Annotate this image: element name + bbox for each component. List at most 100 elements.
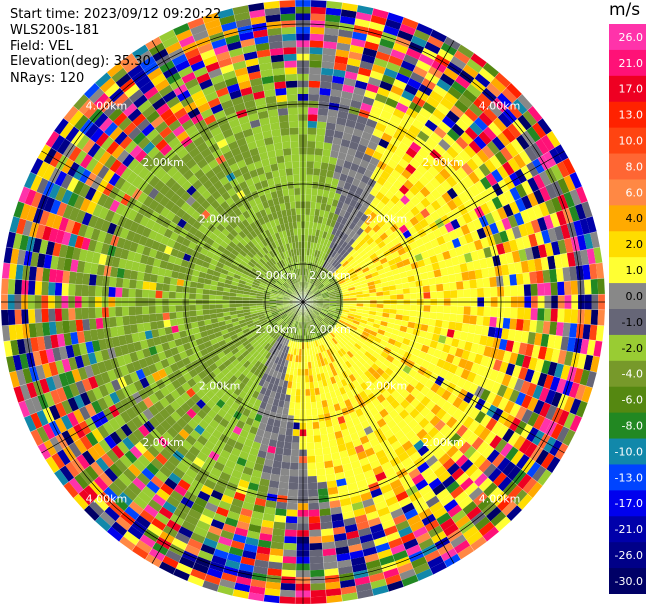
velocity-gate bbox=[369, 70, 384, 81]
velocity-gate bbox=[503, 189, 515, 204]
velocity-gate bbox=[347, 57, 361, 68]
velocity-gate bbox=[376, 295, 384, 301]
velocity-gate bbox=[259, 443, 269, 453]
velocity-gate bbox=[361, 253, 370, 261]
velocity-gate bbox=[307, 292, 314, 298]
velocity-gate bbox=[580, 338, 590, 355]
velocity-gate bbox=[170, 411, 182, 423]
velocity-gate bbox=[420, 396, 431, 407]
velocity-gate bbox=[422, 490, 436, 503]
velocity-gate bbox=[137, 490, 152, 505]
velocity-gate bbox=[132, 428, 145, 442]
velocity-gate bbox=[557, 349, 567, 365]
velocity-gate bbox=[364, 351, 373, 359]
velocity-gate bbox=[356, 257, 364, 264]
velocity-gate bbox=[405, 429, 417, 441]
velocity-gate bbox=[318, 244, 324, 252]
velocity-gate bbox=[211, 555, 227, 566]
velocity-gate bbox=[447, 86, 463, 100]
velocity-gate bbox=[273, 521, 286, 530]
velocity-gate bbox=[422, 101, 436, 114]
velocity-gate bbox=[251, 510, 264, 520]
velocity-gate bbox=[517, 114, 532, 131]
velocity-gate bbox=[489, 276, 497, 288]
velocity-gate bbox=[485, 391, 497, 405]
velocity-gate bbox=[327, 226, 334, 234]
velocity-gate bbox=[139, 437, 153, 450]
velocity-gate bbox=[123, 324, 132, 335]
velocity-gate bbox=[310, 583, 326, 591]
velocity-gate bbox=[445, 240, 455, 251]
velocity-gate bbox=[104, 467, 118, 483]
velocity-gate bbox=[381, 74, 396, 85]
velocity-gate bbox=[306, 442, 315, 450]
velocity-gate bbox=[237, 373, 246, 382]
velocity-gate bbox=[334, 123, 346, 133]
velocity-gate bbox=[439, 168, 451, 180]
velocity-gate bbox=[314, 448, 324, 456]
velocity-gate bbox=[469, 279, 477, 289]
velocity-gate bbox=[488, 121, 502, 137]
velocity-gate bbox=[93, 496, 109, 512]
velocity-gate bbox=[521, 355, 532, 369]
velocity-gate bbox=[192, 456, 205, 468]
velocity-gate bbox=[394, 404, 405, 415]
velocity-gate bbox=[372, 150, 384, 161]
velocity-gate bbox=[497, 92, 513, 108]
velocity-gate bbox=[190, 502, 205, 514]
velocity-gate bbox=[363, 256, 372, 264]
velocity-gate bbox=[356, 246, 365, 255]
velocity-gate bbox=[427, 270, 435, 279]
velocity-gate bbox=[383, 25, 400, 37]
velocity-gate bbox=[392, 414, 404, 425]
velocity-gate bbox=[375, 287, 383, 293]
velocity-gate bbox=[468, 171, 480, 185]
velocity-gate bbox=[367, 453, 379, 464]
velocity-gate bbox=[468, 103, 484, 117]
velocity-gate bbox=[425, 154, 437, 166]
velocity-gate bbox=[310, 596, 327, 604]
velocity-gate bbox=[327, 323, 334, 330]
velocity-gate bbox=[326, 115, 338, 124]
velocity-gate bbox=[230, 447, 242, 457]
velocity-gate bbox=[386, 322, 395, 329]
velocity-gate bbox=[459, 477, 474, 491]
velocity-gate bbox=[83, 505, 100, 522]
velocity-gate bbox=[420, 433, 433, 445]
velocity-gate bbox=[122, 315, 130, 326]
velocity-gate bbox=[348, 221, 357, 231]
velocity-gate bbox=[401, 17, 419, 30]
velocity-gate bbox=[461, 323, 470, 333]
velocity-gate bbox=[288, 326, 293, 333]
velocity-gate bbox=[313, 289, 320, 295]
velocity-gate bbox=[326, 398, 334, 407]
velocity-gate bbox=[148, 404, 160, 417]
velocity-gate bbox=[365, 559, 382, 570]
velocity-gate bbox=[432, 228, 443, 239]
velocity-gate bbox=[443, 290, 451, 299]
velocity-gate bbox=[309, 60, 322, 68]
velocity-gate bbox=[216, 371, 226, 381]
velocity-gate bbox=[383, 429, 395, 440]
velocity-gate bbox=[309, 388, 316, 396]
velocity-gate bbox=[287, 333, 292, 340]
velocity-gate bbox=[417, 147, 430, 160]
velocity-gate bbox=[336, 42, 351, 52]
velocity-gate bbox=[343, 434, 353, 444]
velocity-gate bbox=[507, 262, 516, 275]
velocity-gate bbox=[408, 255, 417, 264]
velocity-gate bbox=[200, 445, 212, 457]
velocity-gate bbox=[356, 328, 364, 334]
velocity-gate bbox=[307, 114, 318, 122]
velocity-gate bbox=[126, 419, 138, 433]
velocity-gate bbox=[376, 367, 385, 376]
velocity-gate bbox=[285, 309, 292, 314]
velocity-gate bbox=[420, 467, 434, 479]
velocity-gate bbox=[295, 314, 299, 321]
velocity-gate bbox=[385, 495, 399, 507]
velocity-gate bbox=[511, 364, 522, 379]
velocity-gate bbox=[323, 343, 329, 351]
velocity-gate bbox=[586, 339, 596, 356]
velocity-gate bbox=[253, 462, 264, 472]
velocity-gate bbox=[131, 416, 144, 429]
